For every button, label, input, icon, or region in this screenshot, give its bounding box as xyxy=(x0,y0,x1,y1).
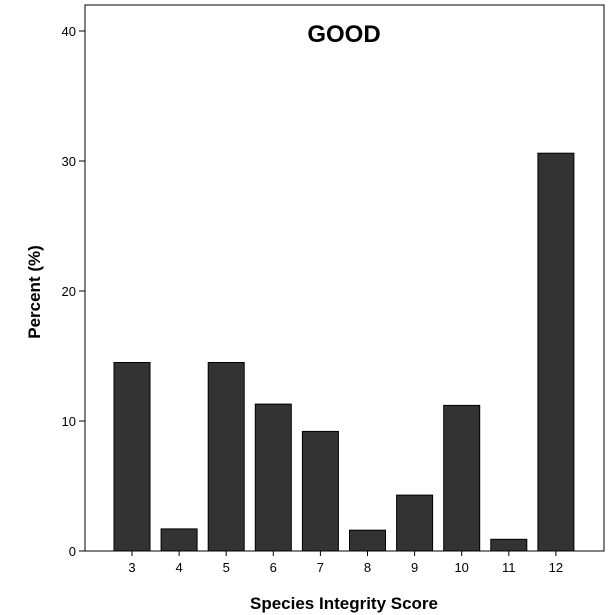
y-axis-title: Percent (%) xyxy=(25,245,44,339)
x-tick-label: 11 xyxy=(502,560,516,575)
bar-7 xyxy=(301,430,339,552)
bar-12 xyxy=(537,152,575,552)
y-tick-label: 40 xyxy=(62,24,76,39)
x-tick-label: 5 xyxy=(223,560,230,575)
plot-border xyxy=(84,4,605,552)
x-axis: 3 4 5 6 7 8 9 10 11 12 xyxy=(128,551,563,575)
x-tick-label: 8 xyxy=(364,560,371,575)
x-tick-label: 3 xyxy=(128,560,135,575)
y-tick-label: 10 xyxy=(62,414,76,429)
y-axis: 0 10 20 30 40 xyxy=(62,24,85,559)
bars xyxy=(113,152,575,552)
bar-5 xyxy=(207,362,245,552)
x-tick-label: 7 xyxy=(317,560,324,575)
plot-frame xyxy=(84,4,605,552)
y-tick-label: 20 xyxy=(62,284,76,299)
bar-6 xyxy=(254,403,292,552)
bar-3 xyxy=(113,362,151,552)
bar-4 xyxy=(160,528,198,552)
x-axis-title: Species Integrity Score xyxy=(250,594,438,613)
bar-8 xyxy=(349,529,386,552)
x-tick-label: 6 xyxy=(270,560,277,575)
bar-9 xyxy=(396,494,434,552)
x-tick-label: 4 xyxy=(175,560,182,575)
chart-title: GOOD xyxy=(307,21,380,48)
y-tick-label: 30 xyxy=(62,154,76,169)
y-tick-label: 0 xyxy=(69,544,76,559)
bar-11 xyxy=(490,538,528,552)
x-tick-label: 10 xyxy=(454,560,468,575)
bar-10 xyxy=(443,404,481,552)
x-tick-label: 9 xyxy=(411,560,418,575)
x-tick-label: 12 xyxy=(549,560,563,575)
